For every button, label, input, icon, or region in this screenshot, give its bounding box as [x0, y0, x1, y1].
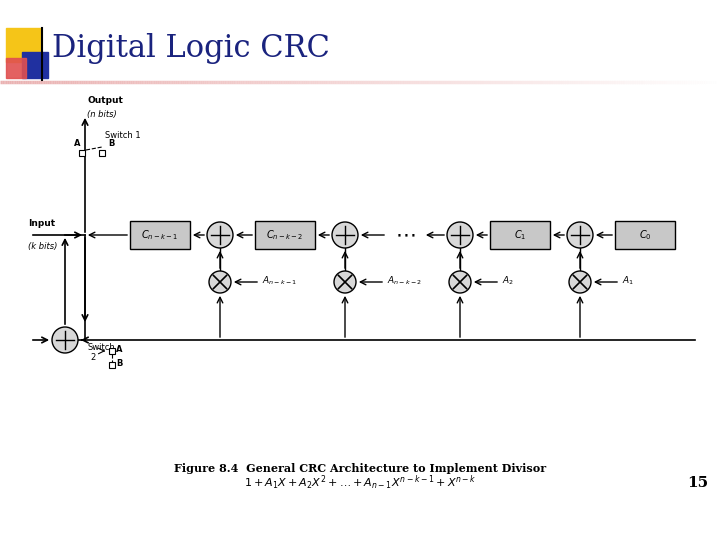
Text: 2: 2: [90, 353, 95, 361]
Bar: [6, 58, 26, 78]
Text: Switch 1: Switch 1: [105, 131, 140, 139]
Text: Input: Input: [28, 219, 55, 228]
Circle shape: [447, 222, 473, 248]
Bar: [99, 150, 105, 156]
Text: Output: Output: [87, 96, 123, 105]
Text: $1 + A_1X + A_2X^2 + \ldots + A_{n-1}X^{n-k-1} + X^{n-k}$: $1 + A_1X + A_2X^2 + \ldots + A_{n-1}X^{…: [243, 474, 477, 492]
Circle shape: [52, 327, 78, 353]
Text: (n bits): (n bits): [87, 110, 117, 119]
Text: A: A: [73, 138, 80, 147]
Circle shape: [332, 222, 358, 248]
Text: $C_1$: $C_1$: [514, 228, 526, 242]
Text: $A_2$: $A_2$: [502, 275, 514, 287]
Circle shape: [567, 222, 593, 248]
Text: $C_{n-k-2}$: $C_{n-k-2}$: [266, 228, 304, 242]
Text: (k bits): (k bits): [28, 242, 58, 251]
Circle shape: [569, 271, 591, 293]
Bar: [130, 221, 190, 249]
Text: $A_{n-k-1}$: $A_{n-k-1}$: [262, 275, 297, 287]
Text: $C_{n-k-1}$: $C_{n-k-1}$: [141, 228, 179, 242]
Bar: [490, 221, 550, 249]
Bar: [255, 221, 315, 249]
Text: $\cdots$: $\cdots$: [395, 224, 415, 244]
Bar: [22, 52, 48, 78]
Circle shape: [207, 222, 233, 248]
Text: $C_0$: $C_0$: [639, 228, 652, 242]
Bar: [109, 362, 115, 368]
Text: $A_{n-k-2}$: $A_{n-k-2}$: [387, 275, 422, 287]
Bar: [6, 28, 40, 62]
Bar: [109, 348, 115, 354]
Bar: [615, 221, 675, 249]
Text: 15: 15: [687, 476, 708, 490]
Bar: [79, 150, 85, 156]
Circle shape: [449, 271, 471, 293]
Text: Digital Logic CRC: Digital Logic CRC: [52, 32, 330, 64]
Text: $A_1$: $A_1$: [622, 275, 634, 287]
Circle shape: [334, 271, 356, 293]
Text: Figure 8.4  General CRC Architecture to Implement Divisor: Figure 8.4 General CRC Architecture to I…: [174, 462, 546, 474]
Circle shape: [209, 271, 231, 293]
Text: B: B: [108, 138, 114, 147]
Text: Switch: Switch: [87, 343, 114, 353]
Text: B: B: [116, 359, 122, 368]
Text: A: A: [116, 345, 122, 354]
